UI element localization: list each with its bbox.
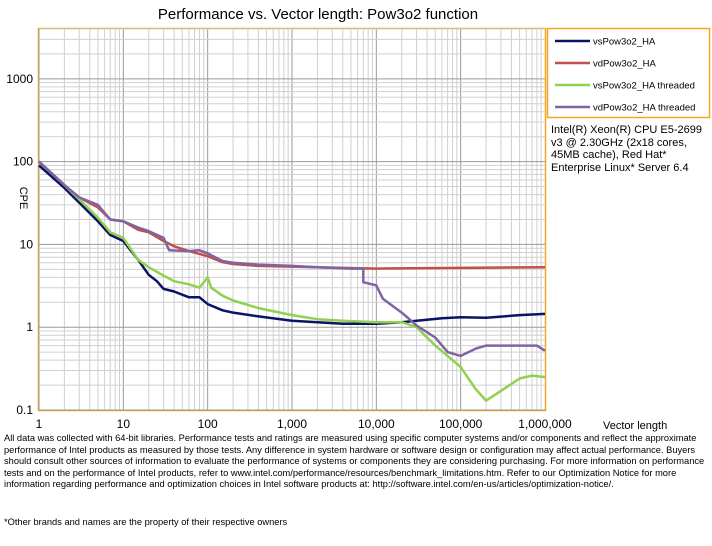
x-axis-title: Vector length <box>603 420 667 432</box>
y-tick-label: 100 <box>13 155 33 169</box>
trademark-note: *Other brands and names are the property… <box>4 517 288 527</box>
x-tick-label: 1,000 <box>277 417 307 431</box>
legend-label: vdPow3o2_HA threaded <box>593 103 695 114</box>
legend-label: vsPow3o2_HA threaded <box>593 81 695 92</box>
cpu-config-note: Intel(R) Xeon(R) CPU E5-2699 v3 @ 2.30GH… <box>551 124 703 174</box>
y-tick-label: 0.1 <box>16 403 33 417</box>
x-tick-label: 1 <box>36 417 43 431</box>
tick-labels: 1 10 100 1,000 10,000 100,000 1,000,0000.11101… <box>6 72 572 431</box>
series-line <box>38 160 546 402</box>
series-line <box>38 164 546 326</box>
disclaimer-text: All data was collected with 64-bit libra… <box>4 433 705 490</box>
y-tick-label: 1000 <box>6 72 33 86</box>
legend-box <box>546 27 711 119</box>
chart-title: Performance vs. Vector length: Pow3o2 fu… <box>158 6 478 23</box>
series-line <box>38 160 546 358</box>
legend-label: vdPow3o2_HA <box>593 59 657 70</box>
chart: Performance vs. Vector length: Pow3o2 fu… <box>6 6 711 432</box>
x-tick-label: 100 <box>198 417 218 431</box>
x-tick-label: 100,000 <box>439 417 483 431</box>
series-lines <box>38 160 546 402</box>
y-tick-label: 10 <box>20 237 34 251</box>
x-tick-label: 1,000,000 <box>518 417 572 431</box>
grid <box>38 28 545 411</box>
y-axis-title: CPE <box>17 187 29 210</box>
y-tick-label: 1 <box>26 320 33 334</box>
legend: vsPow3o2_HA vdPow3o2_HA vsPow3o2_HA thread… <box>555 37 695 114</box>
legend-label: vsPow3o2_HA <box>593 37 656 48</box>
x-tick-label: 10 <box>117 417 131 431</box>
x-tick-label: 10,000 <box>358 417 395 431</box>
